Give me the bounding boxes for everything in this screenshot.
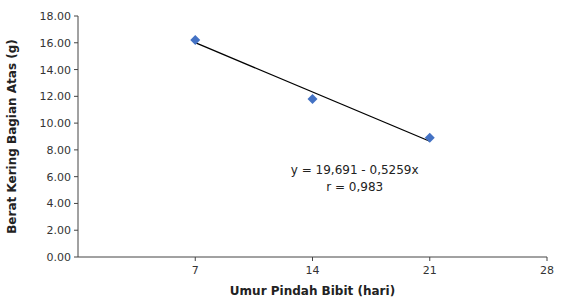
tick-mark — [312, 257, 313, 261]
tick-mark — [74, 176, 78, 177]
y-axis — [78, 16, 79, 257]
tick-mark — [74, 149, 78, 150]
y-ticks: 0.00 2.00 4.00 6.00 8.00 10.00 12.00 14.00 16.00… — [40, 10, 79, 264]
data-point — [190, 35, 200, 45]
y-axis-label: Berat Kering Bagian Atas (g) — [5, 39, 19, 234]
tick-label: 16.00 — [40, 37, 72, 50]
tick-mark — [74, 69, 78, 70]
tick-label: 0.00 — [47, 251, 72, 264]
tick-mark — [74, 16, 78, 17]
tick-mark — [195, 257, 196, 261]
tick-mark — [74, 123, 78, 124]
tick-label: 10.00 — [40, 117, 72, 130]
annotation: y = 19,691 - 0,5259x — [291, 163, 419, 177]
tick-label: 2.00 — [47, 224, 72, 237]
tick-label: 8.00 — [47, 144, 72, 157]
tick-label: 28 — [540, 264, 554, 277]
tick-mark — [429, 257, 430, 261]
tick-label: 6.00 — [47, 171, 72, 184]
data-point — [308, 94, 318, 104]
tick-mark — [547, 257, 548, 261]
tick-label: 21 — [423, 264, 437, 277]
tick-mark — [74, 203, 78, 204]
tick-mark — [74, 257, 78, 258]
regression-line — [195, 43, 430, 142]
tick-mark — [74, 42, 78, 43]
tick-label: 18.00 — [40, 10, 72, 23]
tick-label: 7 — [192, 264, 199, 277]
chart: 7 14 21 28 0.00 2.00 4.00 6.00 8.00 10.00 12.00 14.… — [0, 0, 571, 305]
x-ticks: 7 14 21 28 — [192, 257, 554, 277]
tick-mark — [74, 230, 78, 231]
plot-area — [190, 35, 435, 143]
annotations: y = 19,691 - 0,5259x r = 0,983 — [291, 163, 419, 194]
tick-label: 14.00 — [40, 64, 72, 77]
tick-label: 4.00 — [47, 197, 72, 210]
tick-label: 14 — [306, 264, 320, 277]
annotation: r = 0,983 — [326, 180, 383, 194]
x-axis-label: Umur Pindah Bibit (hari) — [230, 284, 395, 298]
tick-label: 12.00 — [40, 90, 72, 103]
data-point — [425, 133, 435, 143]
tick-mark — [74, 96, 78, 97]
